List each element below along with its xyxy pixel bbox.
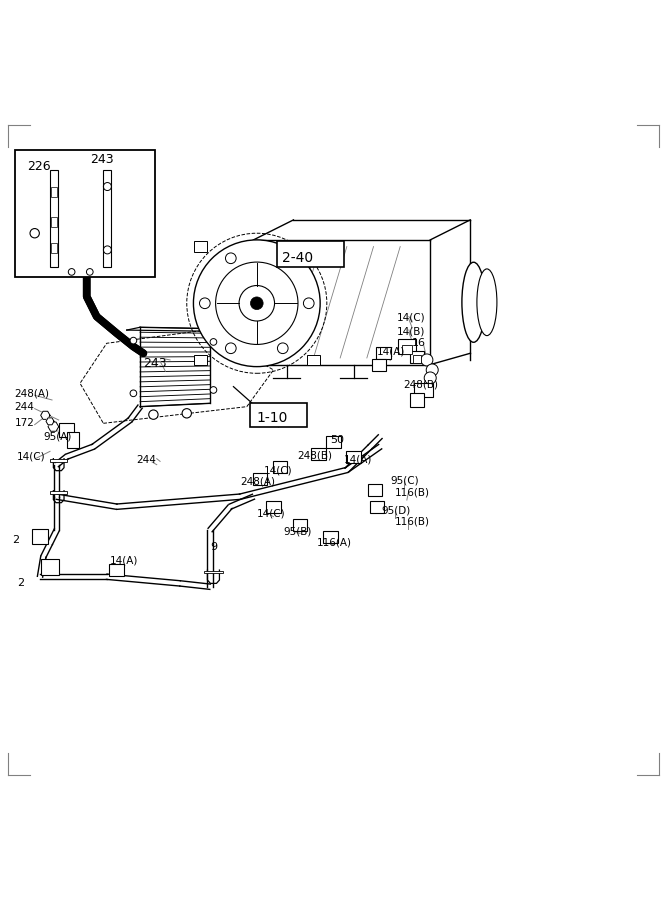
Text: 244: 244 — [15, 401, 35, 411]
Circle shape — [130, 338, 137, 344]
Bar — [250, 402, 307, 427]
Circle shape — [424, 372, 436, 384]
Bar — [372, 358, 386, 371]
Text: 14(A): 14(A) — [344, 454, 372, 464]
Bar — [307, 355, 320, 365]
Text: 226: 226 — [27, 160, 50, 173]
Text: 95(C): 95(C) — [390, 475, 419, 485]
Circle shape — [87, 268, 93, 275]
Bar — [402, 345, 412, 354]
Bar — [15, 150, 155, 276]
Bar — [414, 382, 433, 397]
Circle shape — [421, 354, 433, 366]
Bar — [266, 500, 281, 513]
Circle shape — [30, 229, 39, 238]
Bar — [370, 500, 384, 513]
Text: 50: 50 — [330, 435, 344, 445]
Polygon shape — [46, 418, 54, 425]
Circle shape — [199, 298, 210, 309]
Circle shape — [215, 262, 298, 345]
Text: 14(A): 14(A) — [110, 555, 139, 565]
Polygon shape — [41, 411, 50, 419]
Bar — [277, 241, 344, 266]
Ellipse shape — [462, 262, 486, 342]
Text: 14(A): 14(A) — [377, 347, 406, 357]
Text: 14(B): 14(B) — [397, 327, 426, 337]
Bar — [103, 170, 111, 266]
Text: 244: 244 — [137, 455, 157, 465]
Bar — [51, 186, 57, 196]
Bar — [376, 347, 391, 359]
Text: 2-40: 2-40 — [282, 251, 313, 265]
Text: 95(B): 95(B) — [283, 526, 312, 536]
Bar — [326, 436, 341, 448]
Bar — [311, 448, 326, 460]
Text: 14(C): 14(C) — [263, 465, 292, 475]
Text: 2: 2 — [17, 579, 24, 589]
Bar — [32, 529, 48, 544]
Bar — [410, 351, 424, 363]
Circle shape — [210, 338, 217, 346]
Text: 14(C): 14(C) — [257, 508, 285, 518]
Bar — [204, 571, 223, 573]
Text: 248(B): 248(B) — [404, 380, 438, 390]
Circle shape — [225, 343, 236, 354]
Text: 243: 243 — [143, 356, 167, 370]
Text: 14(C): 14(C) — [397, 313, 426, 323]
Bar — [59, 423, 74, 436]
Ellipse shape — [477, 269, 497, 336]
Circle shape — [182, 409, 191, 418]
Circle shape — [250, 297, 263, 310]
Circle shape — [303, 298, 314, 309]
Bar — [51, 217, 57, 227]
Text: 116(B): 116(B) — [395, 517, 430, 526]
Bar — [50, 491, 67, 494]
Bar — [307, 241, 320, 252]
Circle shape — [210, 387, 217, 393]
Bar — [109, 564, 124, 576]
Circle shape — [149, 410, 158, 419]
Text: 95(D): 95(D) — [382, 505, 411, 515]
Bar — [67, 432, 79, 448]
Text: 172: 172 — [15, 418, 35, 428]
Text: 14(C): 14(C) — [17, 452, 45, 462]
Text: 2: 2 — [12, 535, 19, 545]
Bar — [193, 355, 207, 365]
Bar — [413, 356, 420, 363]
Bar — [346, 451, 361, 464]
Text: 248(A): 248(A) — [15, 388, 49, 399]
Text: 16: 16 — [412, 338, 426, 348]
Text: 248(A): 248(A) — [240, 476, 275, 486]
Circle shape — [277, 343, 288, 354]
Text: 248(B): 248(B) — [297, 450, 331, 460]
Polygon shape — [48, 422, 59, 431]
Bar — [50, 170, 58, 266]
Circle shape — [68, 268, 75, 275]
Text: 243: 243 — [90, 153, 113, 166]
Bar — [193, 241, 207, 252]
Bar — [50, 459, 67, 462]
Circle shape — [239, 285, 275, 321]
Circle shape — [225, 253, 236, 264]
Circle shape — [193, 240, 320, 366]
Bar — [368, 484, 382, 496]
Bar — [323, 531, 338, 543]
Text: 116(A): 116(A) — [317, 537, 352, 547]
Circle shape — [277, 253, 288, 264]
Bar — [253, 472, 267, 485]
Bar — [41, 559, 59, 575]
Text: 9: 9 — [210, 542, 217, 552]
Text: 95(A): 95(A) — [43, 432, 72, 442]
Text: 1-10: 1-10 — [256, 411, 287, 425]
Circle shape — [130, 390, 137, 397]
Bar — [398, 339, 416, 354]
Text: 116(B): 116(B) — [395, 487, 430, 497]
Circle shape — [426, 364, 438, 376]
Bar — [51, 243, 57, 253]
Bar — [410, 392, 424, 408]
Bar — [273, 462, 287, 473]
Bar — [293, 518, 307, 531]
